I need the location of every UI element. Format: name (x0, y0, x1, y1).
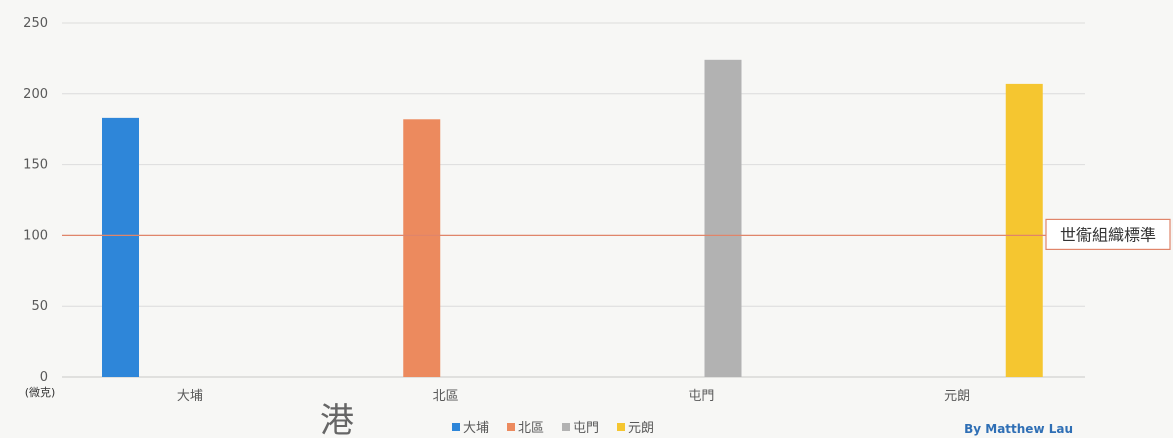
y-tick-label: 150 (23, 158, 48, 173)
bar (704, 59, 742, 377)
legend-swatch (507, 423, 515, 431)
legend-swatch (562, 423, 570, 431)
x-category-label: 元朗 (944, 389, 970, 404)
y-tick-label: 50 (31, 299, 48, 314)
handwritten-mark: 港 (320, 401, 354, 438)
y-tick-label: 100 (23, 228, 48, 243)
legend-swatch (452, 423, 460, 431)
legend-label: 屯門 (573, 421, 599, 436)
y-tick-label: 0 (40, 370, 48, 385)
legend-label: 大埔 (463, 421, 489, 436)
bar (1005, 83, 1043, 377)
y-axis: 0 50 100 150 200 250 (23, 16, 48, 385)
bar (403, 119, 441, 378)
reference-label: 世衞組織標準 (1060, 225, 1156, 244)
reference-label-box (1045, 218, 1171, 250)
legend-label: 元朗 (628, 421, 654, 436)
reference-line: 世衞組織標準 (62, 218, 1171, 250)
legend-swatch (617, 423, 625, 431)
y-axis-unit-label: (微克) (25, 385, 56, 399)
gridlines (62, 22, 1085, 378)
y-tick-label: 250 (23, 16, 48, 31)
x-category-label: 大埔 (177, 389, 203, 404)
legend-label: 北區 (518, 421, 544, 436)
x-axis: 大埔 北區 屯門 元朗 (177, 389, 970, 404)
legend: 大埔 北區 屯門 元朗 (452, 421, 654, 436)
bar (102, 117, 139, 377)
x-category-label: 北區 (433, 389, 459, 404)
bars (102, 59, 1043, 378)
y-tick-label: 200 (23, 87, 48, 102)
x-category-label: 屯門 (688, 389, 714, 404)
author-credit: By Matthew Lau (964, 422, 1073, 436)
